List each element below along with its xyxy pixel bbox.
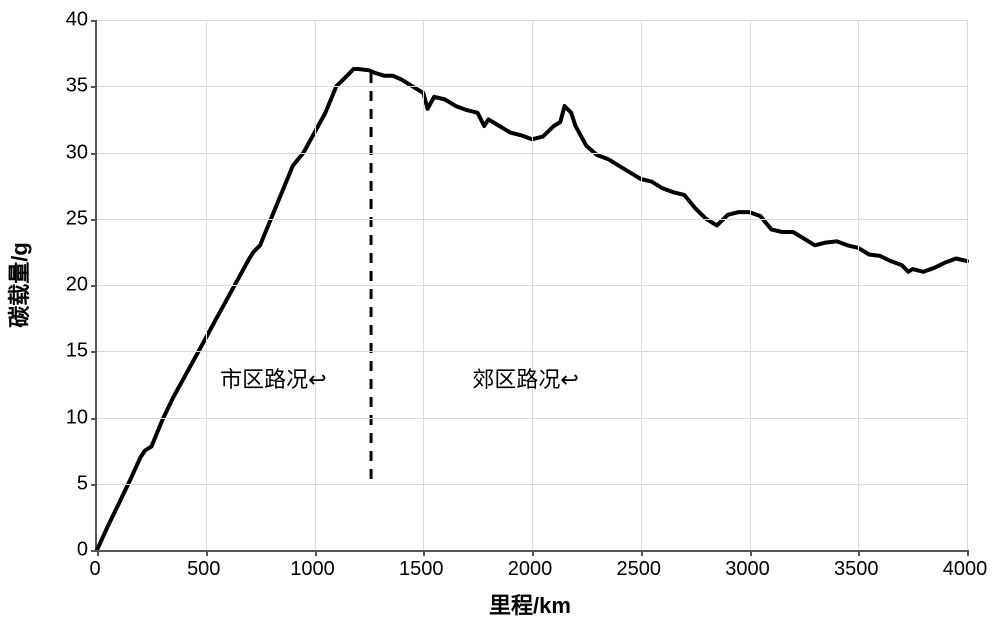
- gridline-v: [206, 20, 207, 550]
- gridline-v: [858, 20, 859, 550]
- y-axis-label: 碳载量/g: [2, 242, 34, 328]
- tick-mark-y: [91, 484, 97, 486]
- x-tick-label: 3500: [826, 558, 886, 581]
- annotation-label: 市区路况↩: [220, 362, 326, 394]
- gridline-v: [423, 20, 424, 550]
- tick-mark-y: [91, 285, 97, 287]
- y-tick-label: 5: [48, 472, 88, 495]
- tick-mark-x: [641, 550, 643, 556]
- x-tick-label: 1000: [283, 558, 343, 581]
- plot-area: [95, 20, 967, 552]
- tick-mark-x: [750, 550, 752, 556]
- tick-mark-y: [91, 20, 97, 22]
- x-tick-label: 0: [65, 558, 125, 581]
- tick-mark-y: [91, 86, 97, 88]
- tick-mark-x: [97, 550, 99, 556]
- line-chart: 碳载量/g 里程/km 0510152025303540050010001500…: [0, 0, 1000, 618]
- tick-mark-y: [91, 219, 97, 221]
- annotation-label: 郊区路况↩: [472, 362, 578, 394]
- tick-mark-x: [206, 550, 208, 556]
- gridline-v: [750, 20, 751, 550]
- tick-mark-x: [423, 550, 425, 556]
- y-tick-label: 15: [48, 340, 88, 363]
- y-tick-label: 30: [48, 141, 88, 164]
- x-tick-label: 4000: [935, 558, 995, 581]
- y-tick-label: 25: [48, 207, 88, 230]
- x-tick-label: 3000: [718, 558, 778, 581]
- tick-mark-y: [91, 153, 97, 155]
- tick-mark-x: [858, 550, 860, 556]
- y-tick-label: 20: [48, 274, 88, 297]
- x-axis-label: 里程/km: [489, 588, 571, 620]
- gridline-v: [641, 20, 642, 550]
- tick-mark-x: [315, 550, 317, 556]
- y-tick-label: 35: [48, 75, 88, 98]
- gridline-v: [532, 20, 533, 550]
- tick-mark-x: [967, 550, 969, 556]
- y-tick-label: 10: [48, 406, 88, 429]
- x-tick-label: 2500: [609, 558, 669, 581]
- tick-mark-y: [91, 351, 97, 353]
- x-tick-label: 1500: [391, 558, 451, 581]
- gridline-v: [315, 20, 316, 550]
- gridline-v: [967, 20, 968, 550]
- x-tick-label: 2000: [500, 558, 560, 581]
- x-tick-label: 500: [174, 558, 234, 581]
- tick-mark-y: [91, 418, 97, 420]
- y-tick-label: 40: [48, 9, 88, 32]
- tick-mark-x: [532, 550, 534, 556]
